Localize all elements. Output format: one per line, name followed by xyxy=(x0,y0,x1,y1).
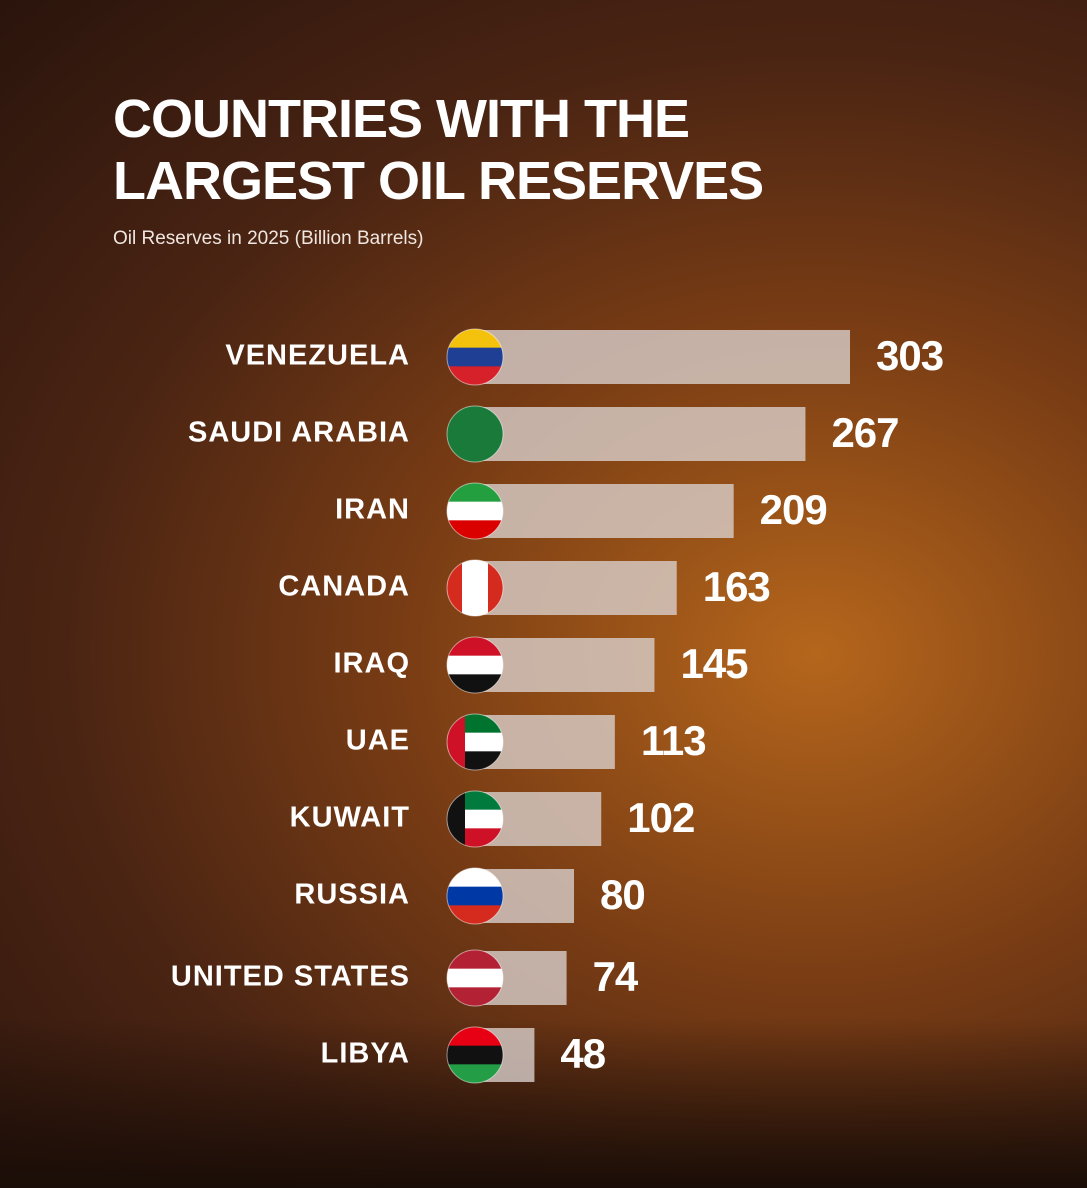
flag-border xyxy=(446,867,504,925)
flag-stripe xyxy=(447,483,503,503)
value-label: 145 xyxy=(680,640,748,687)
flag-stripe xyxy=(447,347,503,367)
flag-stripe xyxy=(447,406,503,462)
category-label: SAUDI ARABIA xyxy=(188,417,410,449)
flag-border xyxy=(446,328,504,386)
flag-stripe xyxy=(462,560,488,616)
flag-border xyxy=(446,482,504,540)
flag-stripe xyxy=(447,968,503,988)
category-label: VENEZUELA xyxy=(225,340,410,372)
value-label: 74 xyxy=(593,953,639,1000)
flag-stripe xyxy=(447,366,503,385)
flag-stripe xyxy=(447,886,503,906)
flag-stripe xyxy=(447,905,503,924)
value-label: 303 xyxy=(876,332,943,379)
flag xyxy=(447,406,503,462)
flag-border xyxy=(446,790,504,848)
flag-stripe xyxy=(447,791,465,847)
flag-stripe xyxy=(447,1045,503,1065)
flag-stripe xyxy=(447,655,503,675)
value-label: 113 xyxy=(641,717,706,764)
flag xyxy=(447,714,503,770)
flag xyxy=(447,560,503,616)
chart-title: COUNTRIES WITH THE LARGEST OIL RESERVES xyxy=(113,89,764,211)
bar xyxy=(475,407,806,461)
category-label: IRAN xyxy=(335,494,410,526)
value-label: 80 xyxy=(600,871,645,918)
flag xyxy=(447,637,503,693)
flag xyxy=(447,1027,503,1083)
flag-stripe xyxy=(447,674,503,693)
flag-stripe xyxy=(447,1027,503,1047)
flag-stripe xyxy=(447,1064,503,1083)
value-label: 163 xyxy=(703,563,770,610)
category-label: UNITED STATES xyxy=(171,961,410,993)
flag-border xyxy=(446,636,504,694)
flag-border xyxy=(446,559,504,617)
flag xyxy=(447,483,503,539)
category-label: KUWAIT xyxy=(290,802,410,834)
flag-border xyxy=(446,1026,504,1084)
flag-stripe xyxy=(447,637,503,657)
flag-stripe xyxy=(447,501,503,521)
bar xyxy=(475,484,734,538)
category-label: LIBYA xyxy=(321,1038,410,1070)
category-label: RUSSIA xyxy=(294,879,410,911)
bar xyxy=(475,561,677,615)
flag-border xyxy=(446,713,504,771)
category-label: UAE xyxy=(346,725,410,757)
flag-stripe xyxy=(447,868,503,888)
background-ground xyxy=(0,1018,1087,1188)
flag-stripe xyxy=(447,714,465,770)
flag xyxy=(447,950,503,1006)
flag xyxy=(447,791,503,847)
bar xyxy=(475,330,850,384)
flag-stripe xyxy=(447,950,503,970)
flag-stripe xyxy=(447,329,503,349)
category-label: CANADA xyxy=(278,571,410,603)
flag xyxy=(447,329,503,385)
flag-border xyxy=(446,949,504,1007)
flag-stripe xyxy=(447,987,503,1006)
flag xyxy=(447,868,503,924)
category-label: IRAQ xyxy=(334,648,411,680)
value-label: 209 xyxy=(760,486,827,533)
value-label: 48 xyxy=(560,1030,605,1077)
bar xyxy=(475,638,655,692)
flag-border xyxy=(446,405,504,463)
chart-subtitle: Oil Reserves in 2025 (Billion Barrels) xyxy=(113,228,424,249)
value-label: 267 xyxy=(831,409,898,456)
flag-stripe xyxy=(447,520,503,539)
value-label: 102 xyxy=(627,794,694,841)
